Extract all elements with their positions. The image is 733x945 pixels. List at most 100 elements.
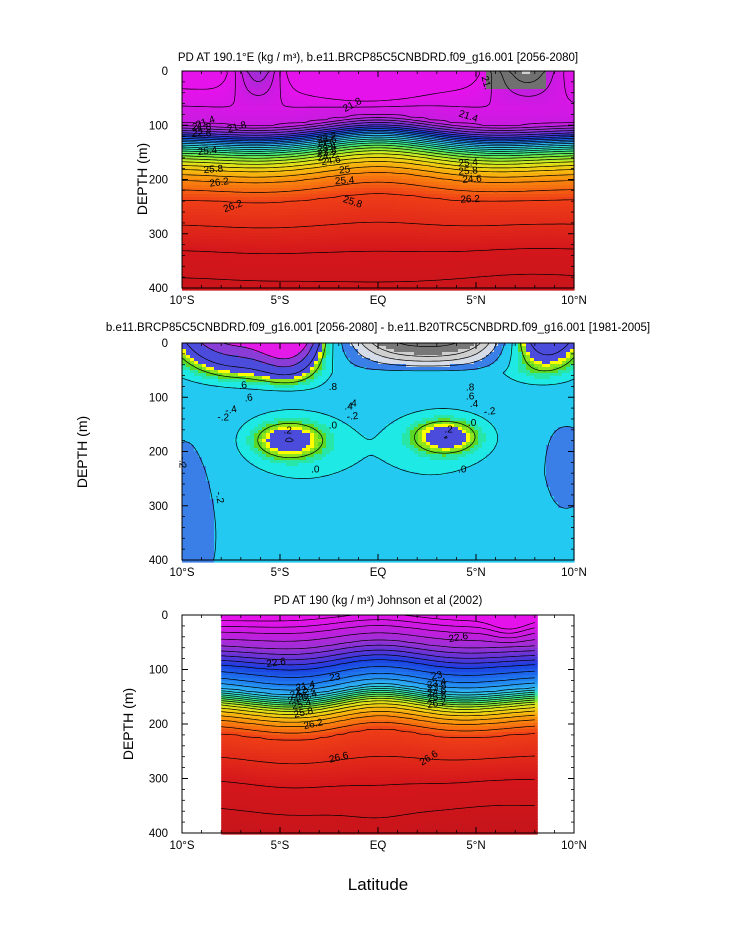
field-cell — [362, 101, 367, 105]
field-cell — [338, 83, 343, 87]
field-cell — [526, 77, 531, 81]
field-cell — [294, 104, 299, 108]
field-cell — [274, 125, 279, 129]
field-cell — [558, 116, 563, 120]
field-cell — [498, 77, 503, 81]
field-cell — [182, 125, 187, 129]
field-cell — [362, 80, 367, 84]
field-cell — [382, 89, 387, 93]
field-cell — [538, 110, 543, 114]
field-cell — [358, 89, 363, 93]
field-cell — [538, 83, 543, 87]
field-cell — [326, 119, 331, 123]
field-cell — [442, 110, 447, 114]
field-cell — [330, 98, 335, 102]
field-cell — [322, 110, 327, 114]
field-cell — [402, 107, 407, 111]
field-cell — [342, 86, 347, 90]
field-cell — [426, 131, 431, 135]
field-cell — [406, 116, 411, 120]
field-cell — [566, 125, 571, 129]
field-cell — [306, 116, 311, 120]
field-cell — [570, 122, 575, 126]
field-cell — [210, 140, 215, 144]
field-cell — [274, 116, 279, 120]
field-cell — [394, 71, 399, 75]
field-cell — [266, 104, 271, 108]
field-cell — [558, 122, 563, 126]
field-cell — [498, 95, 503, 99]
field-cell — [302, 137, 307, 141]
field-cell — [458, 134, 463, 138]
field-cell — [490, 86, 495, 90]
field-cell — [330, 74, 335, 78]
field-cell — [194, 98, 199, 102]
field-cell — [246, 119, 251, 123]
field-cell — [206, 119, 211, 123]
field-cell — [562, 107, 567, 111]
field-cell — [298, 116, 303, 120]
field-cell — [298, 98, 303, 102]
field-cell — [318, 71, 323, 75]
field-cell — [342, 74, 347, 78]
field-cell — [442, 71, 447, 75]
field-cell — [498, 143, 503, 147]
field-cell — [334, 131, 339, 135]
field-cell — [230, 80, 235, 84]
field-cell — [410, 116, 415, 120]
field-cell — [266, 152, 271, 156]
field-cell — [242, 116, 247, 120]
field-cell — [446, 74, 451, 78]
field-cell — [250, 128, 255, 132]
field-cell — [558, 134, 563, 138]
field-cell — [474, 146, 479, 150]
field-cell — [442, 107, 447, 111]
field-cell — [322, 107, 327, 111]
field-cell — [514, 146, 519, 150]
field-cell — [318, 119, 323, 123]
field-cell — [210, 83, 215, 87]
field-cell — [450, 116, 455, 120]
field-cell — [346, 116, 351, 120]
field-cell — [294, 143, 299, 147]
field-cell — [554, 131, 559, 135]
field-cell — [406, 71, 411, 75]
field-cell — [282, 149, 287, 153]
field-cell — [374, 140, 379, 144]
field-cell — [370, 95, 375, 99]
field-cell — [242, 107, 247, 111]
field-cell — [406, 152, 411, 156]
field-cell — [270, 113, 275, 117]
field-cell — [242, 110, 247, 114]
field-cell — [454, 146, 459, 150]
field-cell — [514, 89, 519, 93]
field-cell — [366, 128, 371, 132]
field-cell — [530, 95, 535, 99]
field-cell — [230, 77, 235, 81]
field-cell — [446, 77, 451, 81]
field-cell — [382, 80, 387, 84]
field-cell — [294, 119, 299, 123]
field-cell — [230, 116, 235, 120]
field-cell — [406, 80, 411, 84]
field-cell — [490, 128, 495, 132]
field-cell — [206, 140, 211, 144]
field-cell — [554, 104, 559, 108]
field-cell — [506, 110, 511, 114]
field-cell — [322, 92, 327, 96]
field-cell — [278, 95, 283, 99]
field-cell — [302, 74, 307, 78]
field-cell — [334, 101, 339, 105]
field-cell — [198, 80, 203, 84]
field-cell — [214, 92, 219, 96]
field-cell — [226, 134, 231, 138]
field-cell — [210, 143, 215, 147]
field-cell — [390, 86, 395, 90]
field-cell — [518, 92, 523, 96]
field-cell — [386, 110, 391, 114]
field-cell — [554, 107, 559, 111]
field-cell — [482, 110, 487, 114]
field-cell — [206, 152, 211, 156]
field-cell — [506, 119, 511, 123]
field-cell — [262, 152, 267, 156]
